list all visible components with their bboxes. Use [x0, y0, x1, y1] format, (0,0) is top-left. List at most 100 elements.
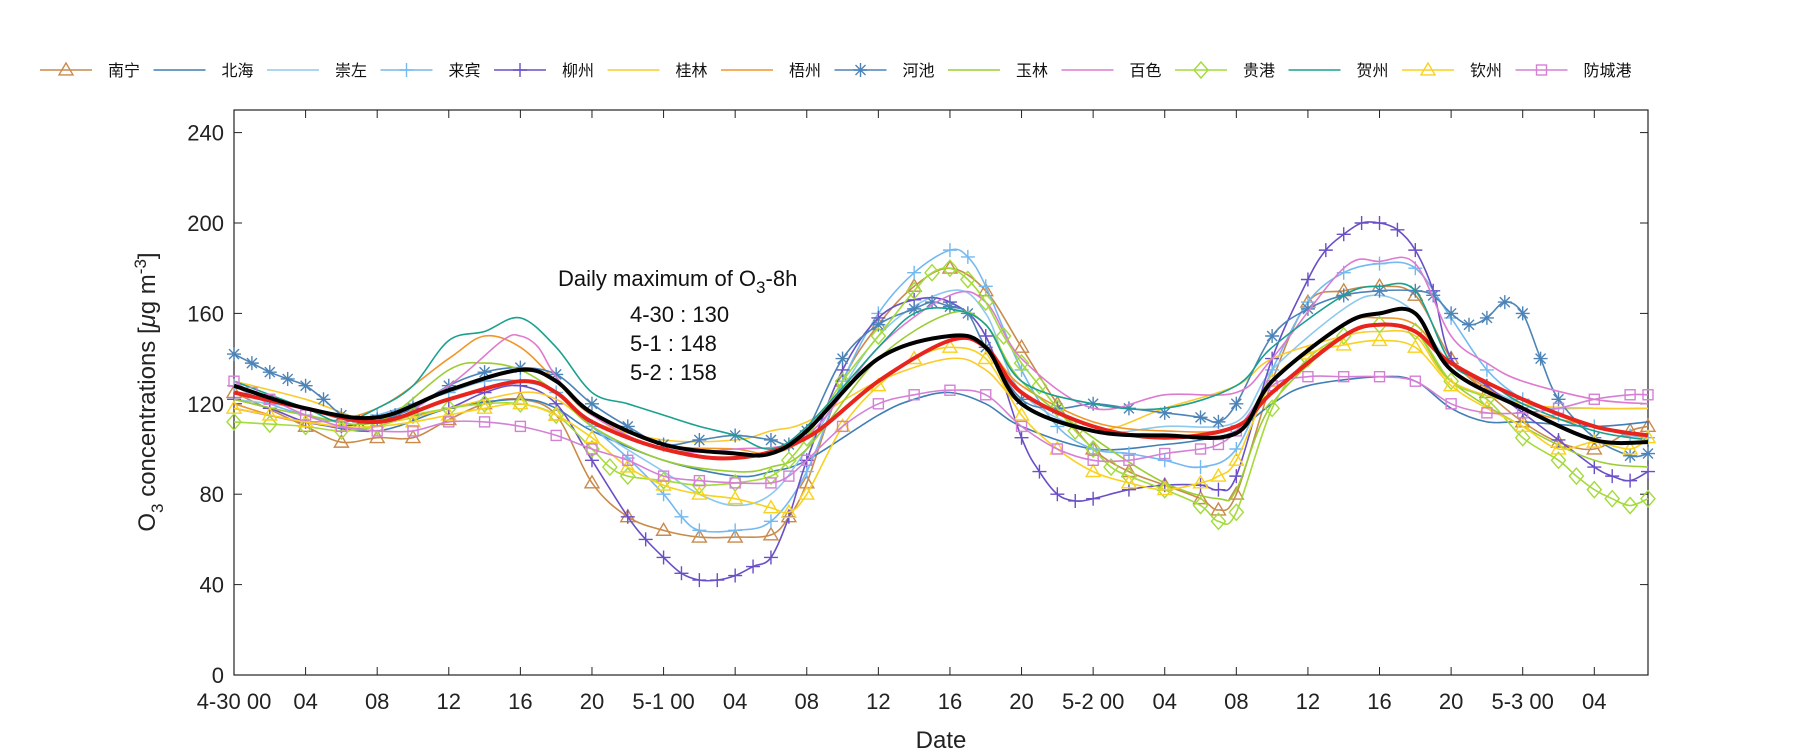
- legend-label: 钦州: [1470, 62, 1502, 80]
- data-point: [1445, 398, 1457, 410]
- data-point: [1014, 392, 1029, 407]
- data-point: [655, 521, 672, 536]
- data-point: [1302, 370, 1314, 383]
- data-point: [1444, 306, 1459, 321]
- data-point: [726, 528, 744, 543]
- data-point: [692, 573, 707, 588]
- data-point: [513, 360, 528, 375]
- data-point: [798, 485, 815, 500]
- data-point: [1407, 338, 1424, 353]
- data-point: [584, 396, 599, 411]
- series-line: [233, 282, 1649, 450]
- data-point: [871, 317, 886, 332]
- data-point: [407, 425, 419, 437]
- x-tick-label: 04: [1582, 689, 1606, 714]
- data-point: [1013, 406, 1030, 421]
- data-point: [692, 432, 707, 447]
- data-point: [1193, 410, 1208, 425]
- annotation-line-2: 5-1 : 148: [630, 331, 717, 356]
- data-point: [583, 474, 601, 489]
- data-point: [1479, 362, 1494, 377]
- data-point: [1372, 216, 1387, 230]
- data-point: [729, 477, 741, 489]
- data-point: [1551, 392, 1566, 407]
- data-point: [1605, 469, 1620, 484]
- data-point: [584, 453, 599, 468]
- data-point: [1049, 399, 1066, 418]
- data-point: [1228, 485, 1245, 500]
- data-point: [404, 429, 422, 444]
- data-point: [1623, 473, 1638, 488]
- data-point: [726, 490, 744, 505]
- data-point: [280, 371, 295, 386]
- legend-label: 梧州: [789, 62, 821, 80]
- data-point: [1409, 375, 1422, 387]
- data-point: [1426, 288, 1441, 303]
- data-point: [1604, 489, 1621, 508]
- data-point: [440, 411, 458, 426]
- data-point: [335, 420, 348, 433]
- data-point: [1087, 454, 1099, 466]
- data-point: [1568, 467, 1585, 486]
- data-point: [907, 301, 922, 316]
- data-point: [298, 378, 313, 393]
- data-point: [1390, 222, 1405, 237]
- data-point: [1210, 501, 1227, 516]
- data-point: [1624, 389, 1636, 401]
- x-tick-label: 16: [508, 689, 532, 714]
- legend-marker: [399, 63, 414, 77]
- x-tick-label: 5-2 00: [1062, 689, 1124, 714]
- data-point: [1228, 503, 1245, 522]
- data-point: [1210, 512, 1227, 531]
- data-point: [836, 420, 849, 433]
- x-tick-label: 04: [293, 689, 317, 714]
- data-point: [1157, 453, 1172, 468]
- data-point: [227, 347, 241, 362]
- data-point: [942, 243, 957, 258]
- data-point: [908, 389, 920, 401]
- legend-label: 河池: [903, 62, 935, 80]
- data-point: [1085, 439, 1102, 459]
- data-point: [1086, 491, 1101, 506]
- data-point: [404, 413, 422, 428]
- x-axis-title: Date: [916, 727, 967, 750]
- data-point: [1211, 414, 1226, 429]
- data-point: [783, 470, 795, 482]
- data-point: [977, 282, 994, 297]
- series-百色: [233, 256, 1649, 453]
- data-point: [762, 499, 780, 514]
- x-tick-label: 08: [1224, 689, 1248, 714]
- data-point: [1300, 301, 1315, 316]
- data-point: [728, 568, 743, 583]
- y-tick-label: 0: [212, 663, 224, 688]
- data-point: [1640, 489, 1656, 508]
- data-point: [980, 389, 992, 401]
- data-point: [872, 398, 885, 410]
- annotation-line-1: 4-30 : 130: [630, 302, 729, 327]
- data-point: [1586, 440, 1603, 455]
- legend-label: 柳州: [562, 62, 594, 80]
- data-point: [1621, 440, 1639, 455]
- data-point: [942, 259, 958, 278]
- x-tick-label: 20: [1009, 689, 1033, 714]
- legend-label: 来宾: [449, 62, 481, 80]
- data-point: [586, 443, 598, 455]
- legend-marker: [853, 63, 868, 77]
- data-point: [1354, 216, 1369, 230]
- legend-marker: [513, 63, 527, 77]
- data-point: [978, 279, 993, 294]
- data-point: [514, 420, 527, 433]
- data-point: [834, 372, 851, 391]
- data-point: [906, 281, 923, 300]
- y-axis: 0 40 80 120 160 200 240: [187, 121, 1648, 688]
- data-point: [550, 429, 562, 442]
- annotation-line-3: 5-2 : 158: [630, 360, 717, 385]
- data-point: [512, 395, 529, 410]
- data-point: [620, 509, 635, 524]
- data-point: [1211, 482, 1226, 497]
- data-point: [746, 559, 761, 574]
- data-point: [728, 523, 743, 538]
- legend-label: 桂林: [676, 62, 708, 80]
- data-point: [1338, 370, 1350, 383]
